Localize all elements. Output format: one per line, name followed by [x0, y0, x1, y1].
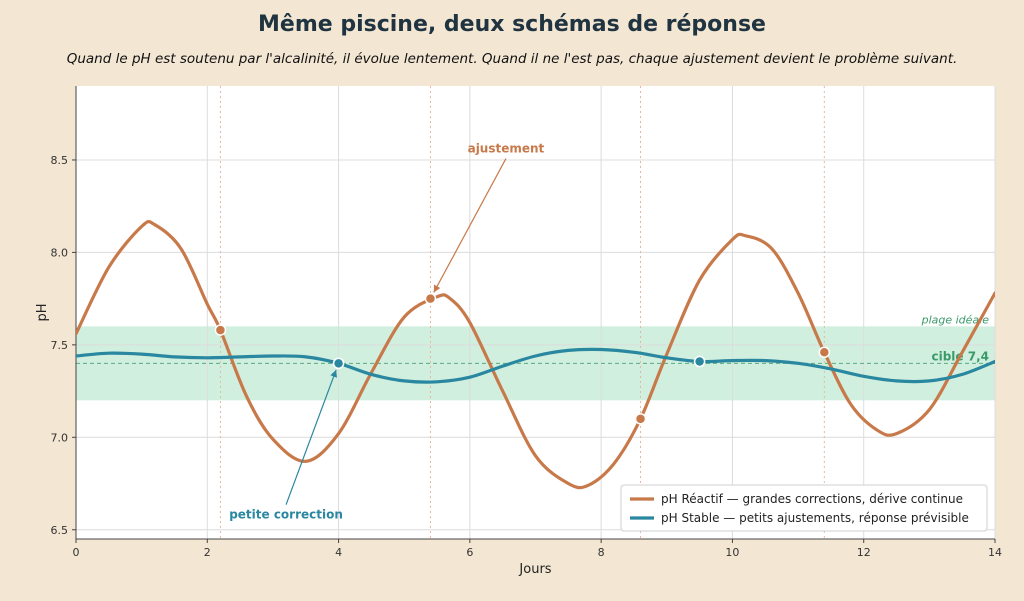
series-line-stable [76, 347, 995, 384]
x-tick-label: 2 [204, 546, 211, 559]
ideal-range-label: plage idéale [921, 313, 990, 326]
plot-area [76, 86, 995, 539]
y-tick-label: 8.0 [51, 246, 69, 259]
series-marker-reactive [634, 413, 647, 425]
y-tick-label: 8.5 [51, 154, 69, 167]
y-tick-label: 6.5 [51, 524, 69, 537]
annotation-arrowhead [433, 284, 441, 293]
chart-subtitle: Quand le pH est soutenu par l'alcalinité… [66, 51, 958, 67]
series-marker-reactive [818, 346, 831, 359]
x-tick-label: 10 [725, 546, 739, 559]
y-axis-label: pH [35, 303, 50, 321]
series-marker-reactive [424, 292, 437, 305]
annotation-label: petite correction [229, 508, 343, 522]
x-tick-label: 0 [73, 546, 80, 559]
series-marker-reactive [214, 324, 227, 336]
annotation-arrowhead [330, 369, 337, 378]
annotation-arrow [433, 158, 507, 293]
ideal-range-band [76, 326, 995, 401]
y-tick-label: 7.5 [51, 339, 69, 352]
chart-title: Même piscine, deux schémas de réponse [258, 12, 766, 37]
y-tick-label: 7.0 [51, 431, 69, 444]
x-tick-label: 4 [335, 546, 342, 559]
x-tick-label: 6 [466, 546, 473, 559]
x-tick-label: 12 [857, 546, 871, 559]
annotation-arrow [285, 369, 337, 505]
legend-label: pH Réactif — grandes corrections, dérive… [661, 492, 963, 506]
x-tick-label: 14 [988, 546, 1002, 559]
legend-label: pH Stable — petits ajustements, réponse … [661, 511, 969, 525]
series-marker-stable [693, 355, 706, 368]
x-tick-label: 8 [598, 546, 605, 559]
x-axis-label: Jours [518, 562, 551, 577]
legend-box [620, 484, 988, 532]
series-marker-stable [332, 357, 345, 370]
annotation-label: ajustement [468, 142, 545, 156]
